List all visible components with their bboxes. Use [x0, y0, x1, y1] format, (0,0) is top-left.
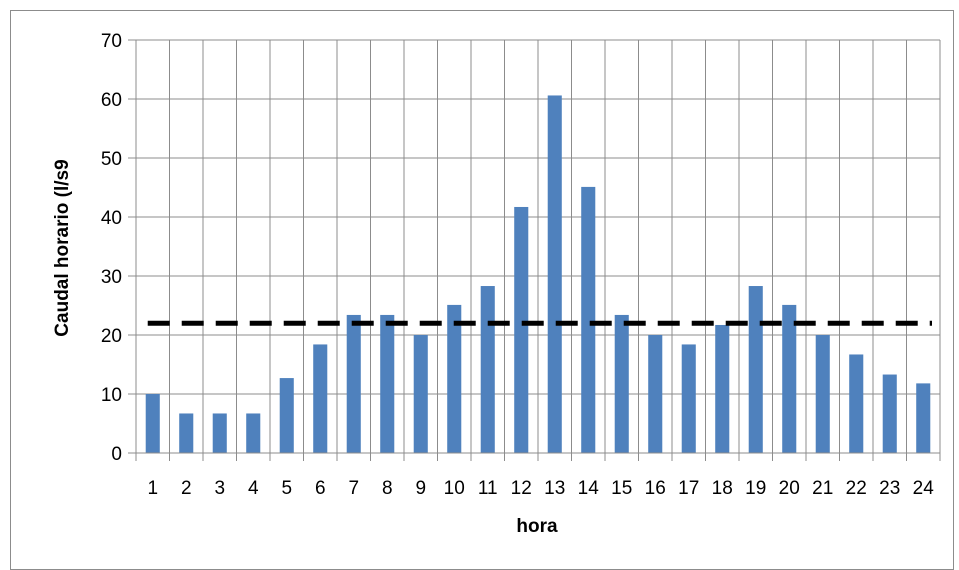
y-tick-label: 20	[101, 326, 122, 347]
bar-hora-11	[481, 286, 495, 453]
x-tick-label: 2	[181, 478, 192, 499]
x-tick-label: 22	[846, 478, 867, 499]
bar-hora-16	[648, 335, 662, 453]
bar-hora-8	[380, 315, 394, 453]
bar-hora-21	[816, 335, 830, 453]
x-tick-label: 1	[147, 478, 158, 499]
y-tick-label: 70	[101, 31, 122, 52]
bar-hora-9	[414, 335, 428, 453]
x-tick-label: 6	[315, 478, 326, 499]
bar-hora-7	[347, 315, 361, 453]
x-tick-label: 18	[712, 478, 733, 499]
x-tick-label: 3	[214, 478, 225, 499]
bar-hora-24	[916, 383, 930, 453]
x-tick-label: 11	[478, 478, 498, 499]
y-tick-label: 0	[111, 444, 122, 465]
bar-hora-4	[246, 413, 260, 453]
x-tick-label: 16	[645, 478, 666, 499]
x-tick-label: 17	[678, 478, 699, 499]
bar-hora-1	[146, 394, 160, 453]
y-tick-label: 60	[101, 90, 122, 111]
x-tick-label: 21	[812, 478, 833, 499]
x-tick-label: 13	[544, 478, 565, 499]
bar-hora-3	[213, 413, 227, 453]
y-tick-label: 40	[101, 208, 122, 229]
bar-hora-18	[715, 325, 729, 453]
bar-hora-5	[280, 378, 294, 453]
x-axis-title: hora	[516, 516, 558, 537]
bar-hora-6	[313, 344, 327, 453]
bar-hora-14	[581, 187, 595, 453]
bar-hora-20	[782, 305, 796, 453]
x-tick-label: 19	[745, 478, 766, 499]
x-tick-label: 5	[281, 478, 292, 499]
bar-hora-15	[615, 315, 629, 453]
y-tick-label: 50	[101, 149, 122, 170]
bar-hora-19	[749, 286, 763, 453]
x-tick-label: 8	[382, 478, 393, 499]
x-tick-label: 24	[913, 478, 935, 499]
x-tick-label: 23	[879, 478, 900, 499]
x-tick-label: 4	[248, 478, 259, 499]
bar-hora-2	[179, 413, 193, 453]
bar-hora-22	[849, 354, 863, 453]
x-tick-label: 10	[444, 478, 465, 499]
y-tick-label: 30	[101, 267, 122, 288]
x-tick-label: 14	[578, 478, 600, 499]
bar-hora-10	[447, 305, 461, 453]
x-tick-label: 7	[348, 478, 359, 499]
bar-hora-12	[514, 207, 528, 453]
bar-hora-17	[682, 344, 696, 453]
y-tick-label: 10	[101, 385, 122, 406]
bar-hora-23	[883, 375, 897, 453]
x-tick-label: 20	[779, 478, 800, 499]
x-tick-label: 9	[415, 478, 426, 499]
y-axis-title: Caudal horario (l/s9	[52, 159, 73, 336]
bar-hora-13	[548, 95, 562, 453]
x-tick-label: 15	[611, 478, 632, 499]
x-tick-label: 12	[511, 478, 532, 499]
